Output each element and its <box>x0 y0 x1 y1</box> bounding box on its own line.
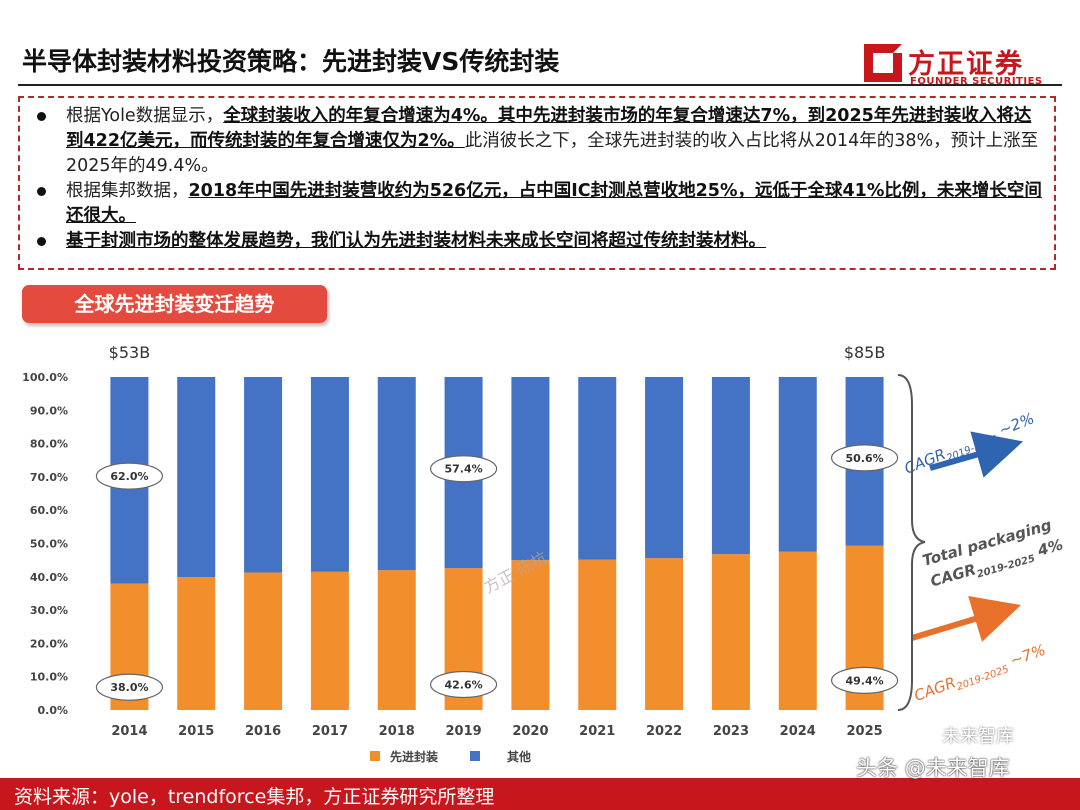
bar-advanced-2022 <box>645 558 684 710</box>
summary-bullet-1: 根据Yole数据显示，全球封装收入的年复合增速为4%。其中先进封装市场的年复合增… <box>32 104 1046 179</box>
summary-bullet-3: 基于封测市场的整体发展趋势，我们认为先进封装材料未来成长空间将超过传统封装材料。 <box>32 229 1046 254</box>
data-label-2025-1: 50.6% <box>845 452 883 465</box>
bullet-1-tail: 此消彼长之下，全球先进封装的收入占比将从2014年的38%，预计上涨至2025年… <box>66 131 1039 176</box>
total-label-2014: $53B <box>109 343 151 362</box>
data-label-2014-0: 38.0% <box>110 681 148 694</box>
bullet-3-highlight: 基于封测市场的整体发展趋势，我们认为先进封装材料未来成长空间将超过传统封装材料。 <box>66 231 766 251</box>
y-tick-1: 10.0% <box>30 671 68 684</box>
svg-text:CAGR2019-2025 ~7%: CAGR2019-2025 ~7% <box>912 641 1049 708</box>
legend-swatch-advanced <box>370 751 380 761</box>
data-label-bg-2014-1 <box>95 462 164 490</box>
bar-other-2017 <box>310 377 349 572</box>
total-brace <box>897 374 926 711</box>
y-tick-3: 30.0% <box>30 604 68 617</box>
x-tick-2025: 2025 <box>846 724 882 739</box>
x-tick-2019: 2019 <box>445 724 481 739</box>
bar-other-2015 <box>177 377 216 578</box>
bar-advanced-2017 <box>310 571 349 710</box>
summary-box: 根据Yole数据显示，全球封装收入的年复合增速为4%。其中先进封装市场的年复合增… <box>18 96 1056 270</box>
bullet-1-lead: 根据Yole数据显示， <box>66 106 224 126</box>
data-label-2019-0: 42.6% <box>444 678 482 691</box>
summary-bullet-2: 根据集邦数据，2018年中国先进封装营收约为526亿元，占中国IC封测总营收地2… <box>32 179 1046 229</box>
legend-swatch-other <box>470 751 480 761</box>
cagr-other-arrow <box>929 431 1024 478</box>
bar-other-2024 <box>778 377 817 552</box>
x-tick-2024: 2024 <box>780 724 816 739</box>
y-tick-10: 100.0% <box>22 371 68 384</box>
bar-advanced-2015 <box>177 577 216 710</box>
bullet-2-highlight: 2018年中国先进封装营收约为526亿元，占中国IC封测总营收地25%，远低于全… <box>66 181 1042 226</box>
data-label-2014-1: 62.0% <box>110 470 148 483</box>
legend-label-advanced: 先进封装 <box>390 749 438 764</box>
cagr-adv-arrow <box>911 595 1021 642</box>
bar-advanced-2018 <box>377 570 416 710</box>
data-label-2025-0: 49.4% <box>845 674 883 687</box>
bar-advanced-2016 <box>244 572 283 710</box>
bar-other-2018 <box>377 377 416 571</box>
x-tick-2020: 2020 <box>512 724 548 739</box>
data-label-bg-2019-1 <box>429 455 498 483</box>
x-tick-2014: 2014 <box>111 724 147 739</box>
source-note: 资料来源：yole，trendforce集邦，方正证券研究所整理 <box>14 786 495 808</box>
y-tick-6: 60.0% <box>30 504 68 517</box>
data-label-bg-2025-1 <box>830 444 899 472</box>
bullet-2-lead: 根据集邦数据， <box>66 181 189 201</box>
data-label-bg-2014-0 <box>95 673 164 701</box>
bar-other-2020 <box>511 377 550 561</box>
x-tick-2018: 2018 <box>379 724 415 739</box>
bullet-1-highlight: 全球封装收入的年复合增速为4%。其中先进封装市场的年复合增速达7%，到2025年… <box>66 106 1032 151</box>
stacked-bar-chart: 0.0% 10.0% 20.0% 30.0% 40.0% 50.0% 60.0% 70.0% 8… <box>22 343 1065 764</box>
y-tick-5: 50.0% <box>30 538 68 551</box>
y-tick-7: 70.0% <box>30 471 68 484</box>
company-logo: 方正证券 FOUNDER SECURITIES <box>864 44 1054 88</box>
total-label-2025: $85B <box>844 343 886 362</box>
x-tick-2021: 2021 <box>579 724 615 739</box>
title-divider <box>18 84 1062 86</box>
footer-bar: 资料来源：yole，trendforce集邦，方正证券研究所整理 <box>0 778 1080 810</box>
bar-other-2022 <box>645 377 684 559</box>
watermark-top: 未来智库 <box>942 726 1014 747</box>
x-tick-2017: 2017 <box>312 724 348 739</box>
x-tick-2015: 2015 <box>178 724 214 739</box>
page-title: 半导体封装材料投资策略：先进封装VS传统封装 <box>22 47 560 76</box>
svg-text:CAGR2019-2025 ~2%: CAGR2019-2025 ~2% <box>902 409 1038 480</box>
watermark-author: 头条 @未来智库 <box>856 756 1010 780</box>
legend-label-other: 其他 <box>507 749 531 764</box>
y-tick-4: 40.0% <box>30 571 68 584</box>
data-label-bg-2025-0 <box>830 666 899 694</box>
logo-subtitle: FOUNDER SECURITIES <box>910 76 1043 87</box>
total-cagr-annotation: Total packaging CAGR2019-2025 4% <box>920 516 1065 591</box>
bar-other-2016 <box>244 377 283 573</box>
logo-mark-icon <box>864 44 902 82</box>
data-label-bg-2019-0 <box>429 670 498 699</box>
x-tick-2023: 2023 <box>713 724 749 739</box>
bar-advanced-2021 <box>578 559 617 710</box>
bar-advanced-2024 <box>778 551 817 710</box>
x-tick-2022: 2022 <box>646 724 682 739</box>
y-tick-2: 20.0% <box>30 637 68 650</box>
data-label-2019-1: 57.4% <box>444 463 482 476</box>
bar-other-2021 <box>578 377 617 560</box>
y-tick-9: 90.0% <box>30 404 68 417</box>
logo-name: 方正证券 <box>908 49 1024 80</box>
bar-other-2023 <box>711 377 750 555</box>
x-tick-2016: 2016 <box>245 724 281 739</box>
section-tag: 全球先进封装变迁趋势 <box>22 285 327 323</box>
cagr-other-annotation: CAGR2019-2025 ~2% <box>902 409 1038 480</box>
cagr-adv-annotation: CAGR2019-2025 ~7% <box>912 641 1049 708</box>
y-tick-8: 80.0% <box>30 438 68 451</box>
y-tick-0: 0.0% <box>37 704 68 717</box>
bar-advanced-2020 <box>511 560 550 710</box>
bar-advanced-2023 <box>711 554 750 710</box>
